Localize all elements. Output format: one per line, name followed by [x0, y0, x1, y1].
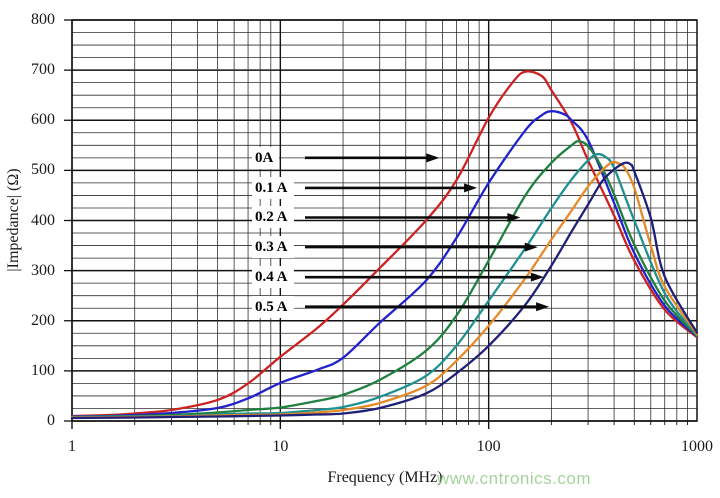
- series-label-0-1a: 0.1 A: [252, 176, 294, 199]
- y-tick-label: 400: [31, 211, 55, 229]
- annotation-arrow-head: [536, 302, 550, 312]
- y-tick-label: 500: [31, 161, 55, 179]
- series-label-0-2a: 0.2 A: [252, 206, 294, 229]
- x-tick-label: 1000: [681, 438, 713, 455]
- annotation-arrow-head: [530, 272, 544, 282]
- series-label-0-5a: 0.5 A: [252, 295, 294, 318]
- y-tick-label: 700: [31, 61, 55, 79]
- curve-0-4-a: [70, 160, 699, 419]
- curve-0a: [70, 70, 699, 418]
- annotation-arrow-head: [507, 212, 521, 222]
- x-tick-label: 100: [476, 438, 501, 455]
- annotation-arrow-head: [464, 183, 478, 193]
- annotation-arrow-head: [426, 153, 440, 163]
- y-tick-label: 0: [47, 412, 55, 429]
- x-axis-title: Frequency (MHz): [327, 469, 443, 486]
- series-label-0a: 0A: [252, 146, 280, 169]
- x-tick-label: 10: [272, 438, 289, 455]
- x-tick-label: 1: [68, 438, 76, 455]
- curve-0-5-a: [70, 161, 699, 420]
- watermark: www.cntronics.com: [437, 469, 591, 488]
- y-tick-label: 600: [31, 111, 55, 129]
- curve-0-2-a: [70, 140, 699, 419]
- annotation-arrow-head: [524, 242, 538, 252]
- y-tick-label: 800: [31, 11, 55, 28]
- series-label-0-3a: 0.3 A: [252, 236, 294, 259]
- plot-border: [71, 19, 698, 422]
- y-tick-label: 300: [31, 261, 55, 279]
- curve-0-3-a: [70, 152, 699, 419]
- y-tick-label: 200: [31, 311, 55, 329]
- series-label-0-4a: 0.4 A: [252, 266, 294, 289]
- y-axis-title: |Impedance| (Ω): [5, 168, 22, 272]
- y-tick-label: 100: [31, 361, 55, 379]
